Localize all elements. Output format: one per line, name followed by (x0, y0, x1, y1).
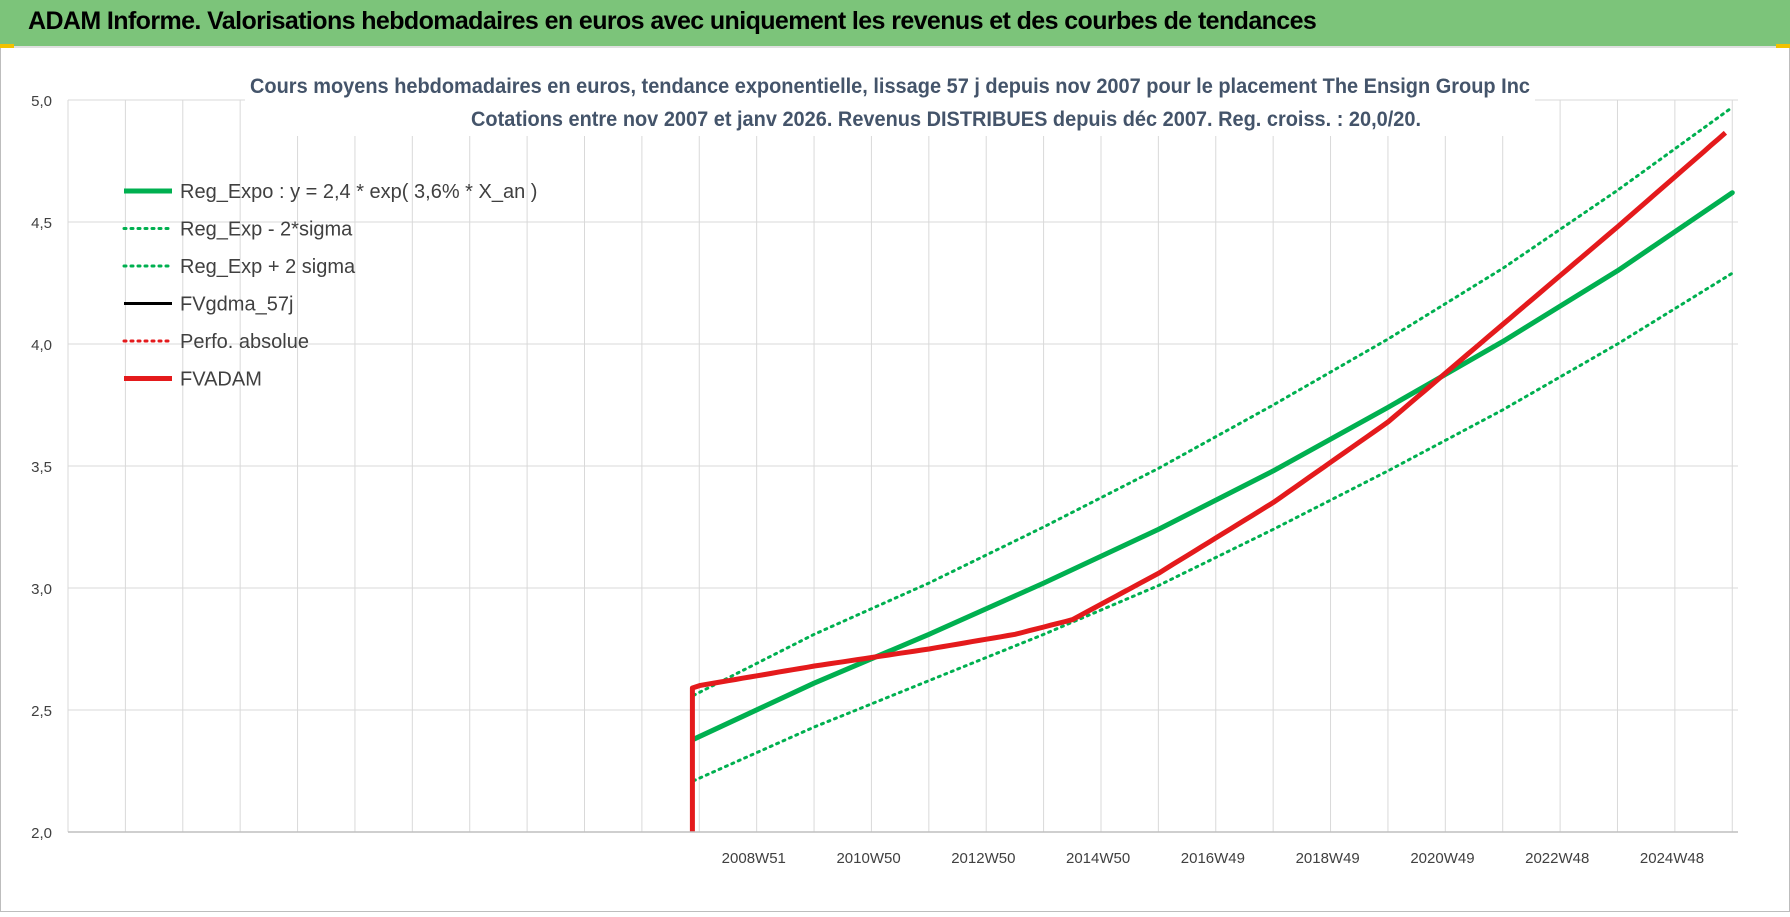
y-tick-label: 3,5 (31, 459, 52, 476)
series-line-reg-exp-2-sigma (692, 105, 1734, 697)
report-title: ADAM Informe. Valorisations hebdomadaire… (28, 7, 1317, 35)
x-tick-label: 2020W49 (1410, 850, 1474, 867)
series-line-reg-exp-2-sigma (692, 271, 1734, 783)
y-tick-label: 2,0 (31, 825, 52, 842)
chart-title-background (245, 68, 1535, 136)
chart-area: 2,0 2,5 3,0 3,5 4,0 4,5 5,0 2008W51 2010W50 2012W… (0, 48, 1790, 912)
report-header: ADAM Informe. Valorisations hebdomadaire… (0, 0, 1790, 48)
chart-title-line-2: Cotations entre nov 2007 et janv 2026. R… (471, 108, 1421, 131)
legend-label: Reg_Expo : y = 2,4 * exp( 3,6% * X_an ) (180, 181, 537, 203)
series-layer (689, 105, 1735, 832)
y-tick-label: 5,0 (31, 93, 52, 110)
x-tick-label: 2018W49 (1296, 850, 1360, 867)
legend-label: Perfo. absolue (180, 331, 309, 353)
x-tick-label: 2008W51 (722, 850, 786, 867)
series-line-fvadam (689, 130, 1728, 832)
corner-mark-left (0, 44, 14, 48)
x-tick-label: 2024W48 (1640, 850, 1704, 867)
y-tick-label: 4,5 (31, 215, 52, 232)
chart-title-group: Cours moyens hebdomadaires en euros, ten… (245, 68, 1535, 136)
chart-title-line-1: Cours moyens hebdomadaires en euros, ten… (250, 75, 1530, 98)
axis-layer: 2,0 2,5 3,0 3,5 4,0 4,5 5,0 2008W51 2010W50 2012W… (31, 93, 1738, 867)
x-tick-label: 2014W50 (1066, 850, 1130, 867)
legend-label: Reg_Exp - 2*sigma (180, 219, 353, 241)
legend-label: Reg_Exp + 2 sigma (180, 256, 356, 278)
x-tick-label: 2022W48 (1525, 850, 1589, 867)
legend-label: FVgdma_57j (180, 294, 293, 316)
grid-layer (67, 99, 1738, 833)
y-tick-label: 3,0 (31, 581, 52, 598)
line-chart: 2,0 2,5 3,0 3,5 4,0 4,5 5,0 2008W51 2010W50 2012W… (31, 68, 1738, 867)
x-tick-label: 2010W50 (836, 850, 900, 867)
legend-label: FVADAM (180, 369, 262, 391)
y-tick-label: 4,0 (31, 337, 52, 354)
corner-mark-right (1776, 44, 1790, 48)
x-tick-label: 2012W50 (951, 850, 1015, 867)
y-tick-label: 2,5 (31, 703, 52, 720)
chart-legend: Reg_Expo : y = 2,4 * exp( 3,6% * X_an ) R… (122, 181, 537, 391)
x-tick-label: 2016W49 (1181, 850, 1245, 867)
